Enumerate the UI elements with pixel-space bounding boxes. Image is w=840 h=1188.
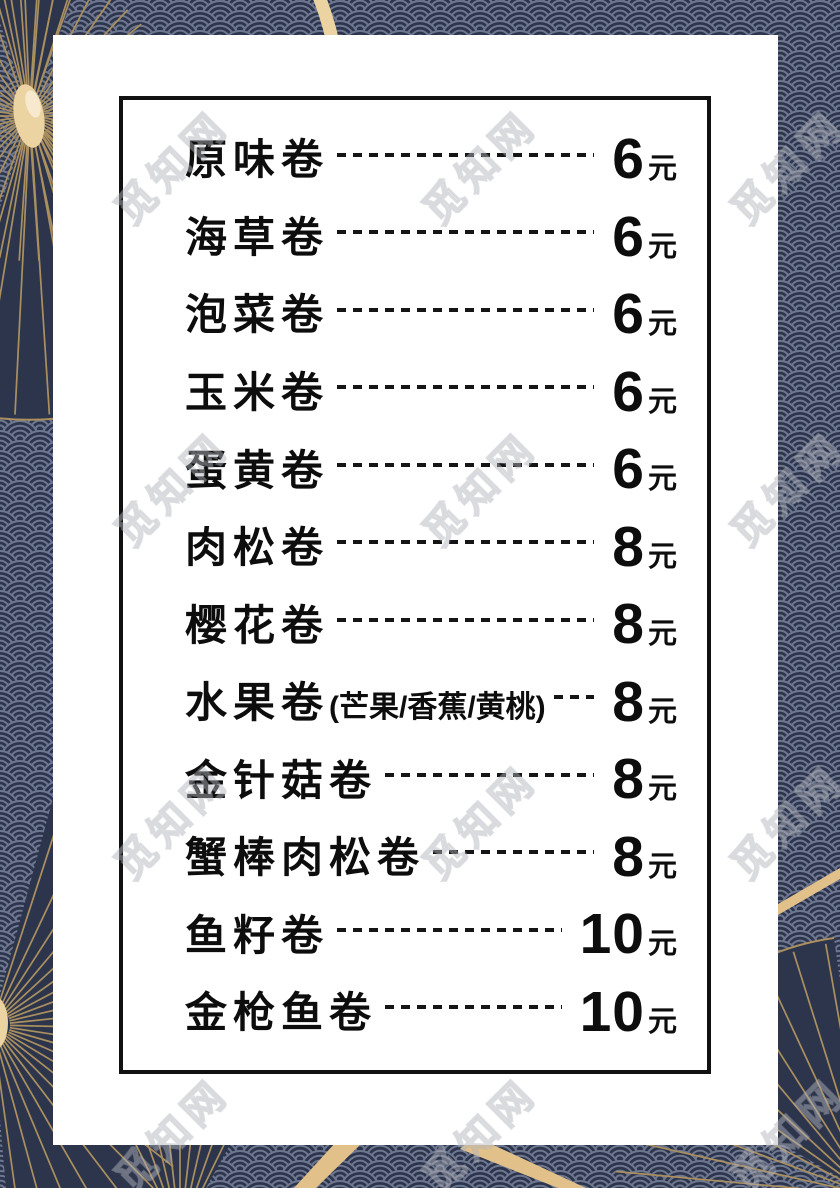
dotted-leader (337, 462, 595, 467)
price-unit: 元 (647, 695, 677, 728)
dish-name: 海草卷 (185, 213, 330, 261)
menu-item-row: 鱼籽卷 10 元 (185, 902, 677, 967)
dotted-leader (433, 850, 595, 855)
price-unit: 元 (647, 385, 677, 418)
price-value: 8 (612, 824, 645, 889)
price-value: 8 (612, 514, 645, 579)
price-value: 10 (579, 902, 645, 967)
dish-price: 10 元 (579, 902, 677, 967)
dish-name: 金针菇卷 (185, 756, 378, 804)
price-unit: 元 (647, 463, 677, 496)
price-unit: 元 (647, 1005, 677, 1038)
price-value: 8 (612, 669, 645, 734)
dotted-leader (553, 695, 595, 700)
dish-name: 水果卷 (185, 679, 330, 727)
price-unit: 元 (647, 540, 677, 573)
dotted-leader (337, 617, 595, 622)
dotted-leader (385, 1005, 562, 1010)
price-value: 6 (612, 127, 645, 191)
menu-item-row: 金枪鱼卷 10 元 (185, 979, 677, 1044)
price-unit: 元 (647, 850, 677, 883)
dish-note: (芒果/香蕉/黄桃) (329, 691, 546, 725)
dish-name: 玉米卷 (185, 369, 330, 416)
dotted-leader (385, 772, 595, 777)
price-value: 8 (612, 592, 645, 657)
dotted-leader (337, 230, 595, 235)
dotted-leader (337, 307, 595, 312)
dish-price: 10 元 (579, 979, 677, 1044)
price-value: 8 (612, 747, 645, 812)
price-value: 10 (579, 979, 645, 1044)
dish-name: 鱼籽卷 (185, 911, 330, 959)
price-value: 6 (612, 204, 645, 269)
dotted-leader (337, 927, 562, 932)
dotted-leader (337, 385, 595, 390)
dish-name: 金枪鱼卷 (185, 989, 378, 1037)
gold-bands (294, 868, 840, 1188)
dish-name: 原味卷 (185, 136, 330, 184)
dotted-leader (337, 540, 595, 545)
dish-name: 蟹棒肉松卷 (185, 834, 426, 882)
dish-name: 泡菜卷 (185, 291, 330, 339)
price-value: 6 (612, 282, 645, 347)
price-unit: 元 (647, 618, 677, 651)
price-value: 6 (612, 437, 645, 502)
dish-name: 樱花卷 (185, 601, 330, 649)
dish-name: 蛋黄卷 (185, 446, 330, 494)
price-value: 6 (612, 359, 645, 424)
dish-name: 肉松卷 (185, 524, 330, 572)
dotted-leader (337, 152, 595, 157)
price-unit: 元 (647, 230, 677, 263)
price-unit: 元 (647, 153, 677, 185)
sunburst-blobs (0, 84, 45, 1048)
price-unit: 元 (647, 773, 677, 806)
price-unit: 元 (647, 308, 677, 341)
price-unit: 元 (647, 928, 677, 961)
